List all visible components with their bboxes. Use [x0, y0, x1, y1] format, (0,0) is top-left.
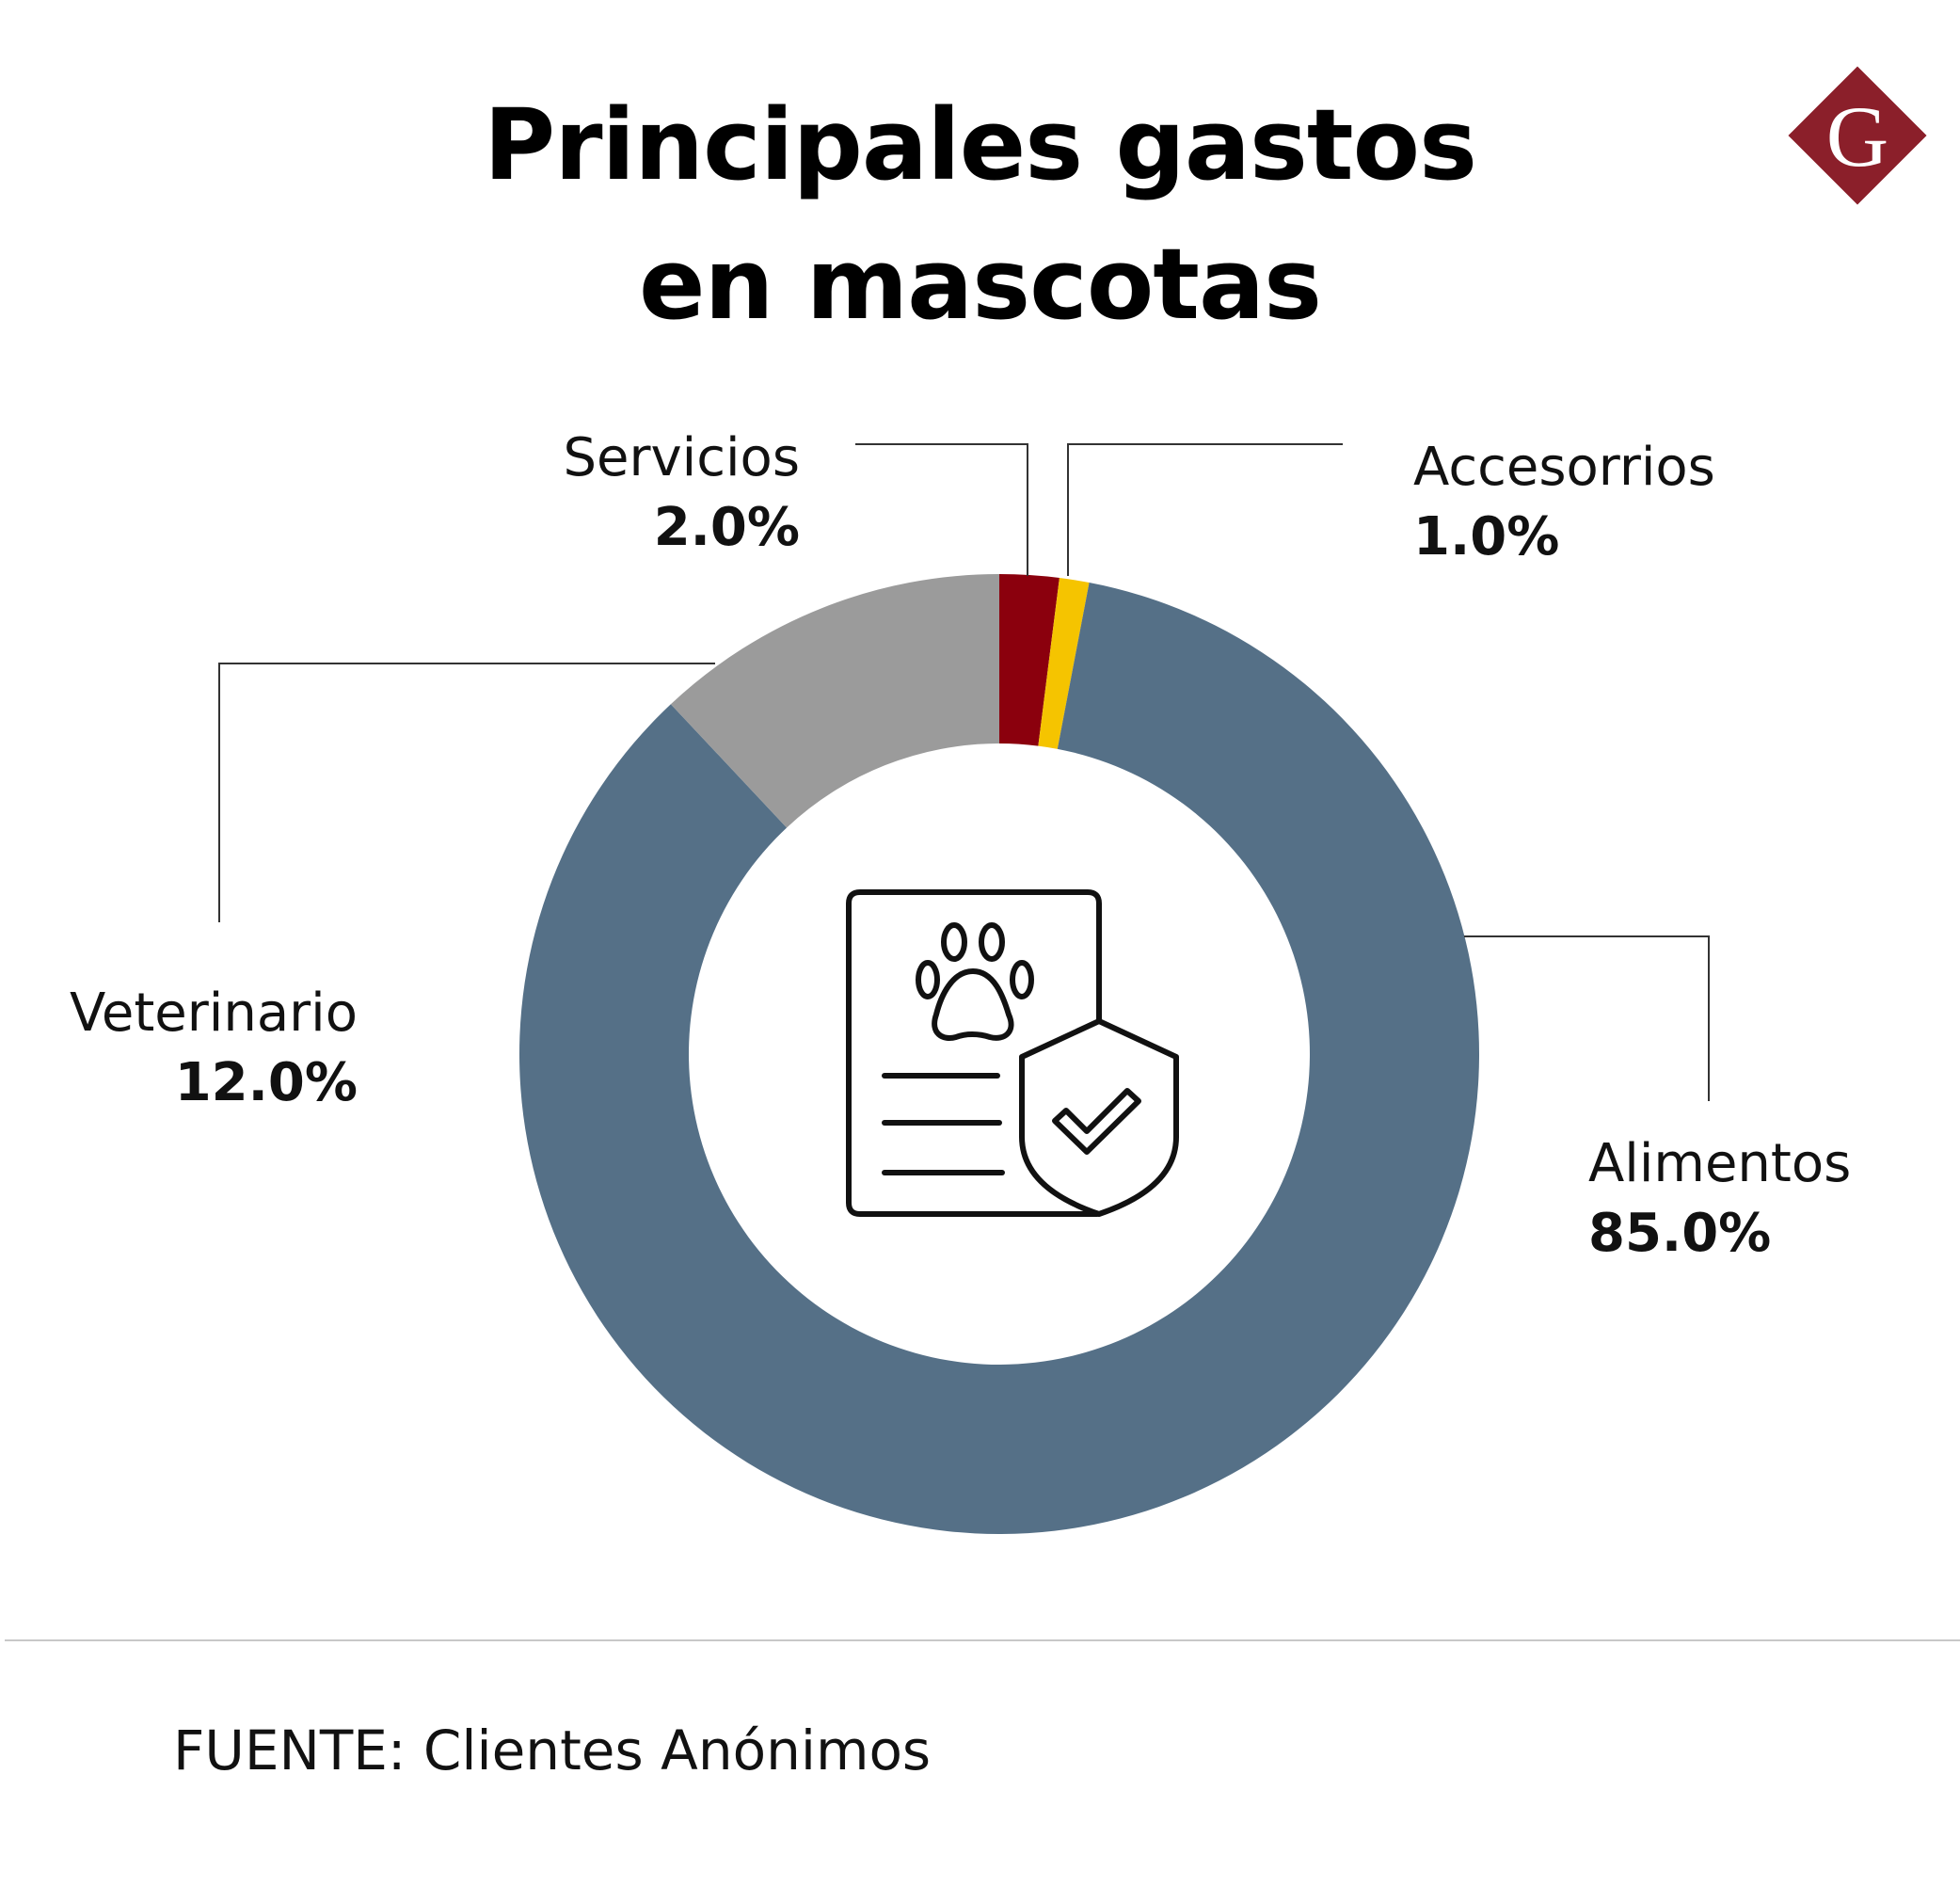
- leader-line-alimentos: [1464, 935, 1710, 1101]
- slice-label-value: 1.0%: [1413, 506, 1560, 567]
- svg-text:G: G: [1826, 88, 1888, 184]
- slice-label-alimentos: Alimentos 85.0%: [1588, 1129, 1851, 1269]
- donut-slice-veterinario: [670, 574, 999, 828]
- slice-label-veterinario: Veterinario 12.0%: [38, 979, 358, 1118]
- slice-label-name: Veterinario: [69, 983, 358, 1044]
- brand-logo-icon: G: [1788, 66, 1927, 205]
- leader-line-veterinario: [218, 663, 715, 922]
- donut-slice-servicios: [999, 574, 1060, 746]
- leader-lines: [218, 443, 1710, 1101]
- donut-slice-alimentos: [519, 583, 1479, 1534]
- donut-slices: [519, 574, 1479, 1534]
- source-note: FUENTE: Clientes Anónimos: [173, 1718, 932, 1782]
- donut-chart: [218, 443, 1710, 1534]
- pet-insurance-document-icon: [846, 889, 1179, 1217]
- slice-label-servicios: Servicios 2.0%: [527, 424, 800, 563]
- chart-title-line-1: Principales gastos: [483, 88, 1477, 202]
- slice-label-value: 2.0%: [653, 497, 800, 558]
- donut-slice-accesorrios: [1038, 578, 1090, 749]
- chart-title: Principales gastos en mascotas: [0, 75, 1960, 354]
- slice-label-value: 12.0%: [174, 1052, 358, 1113]
- leader-line-accesorrios: [1067, 443, 1343, 576]
- slice-label-name: Accesorrios: [1413, 437, 1715, 498]
- chart-title-line-2: en mascotas: [638, 227, 1322, 342]
- slice-label-accesorrios: Accesorrios 1.0%: [1413, 433, 1715, 572]
- footer-divider: [5, 1639, 1960, 1641]
- slice-label-name: Alimentos: [1588, 1133, 1852, 1194]
- slice-label-name: Servicios: [563, 427, 800, 488]
- slice-label-value: 85.0%: [1588, 1203, 1772, 1264]
- leader-line-servicios: [855, 443, 1028, 576]
